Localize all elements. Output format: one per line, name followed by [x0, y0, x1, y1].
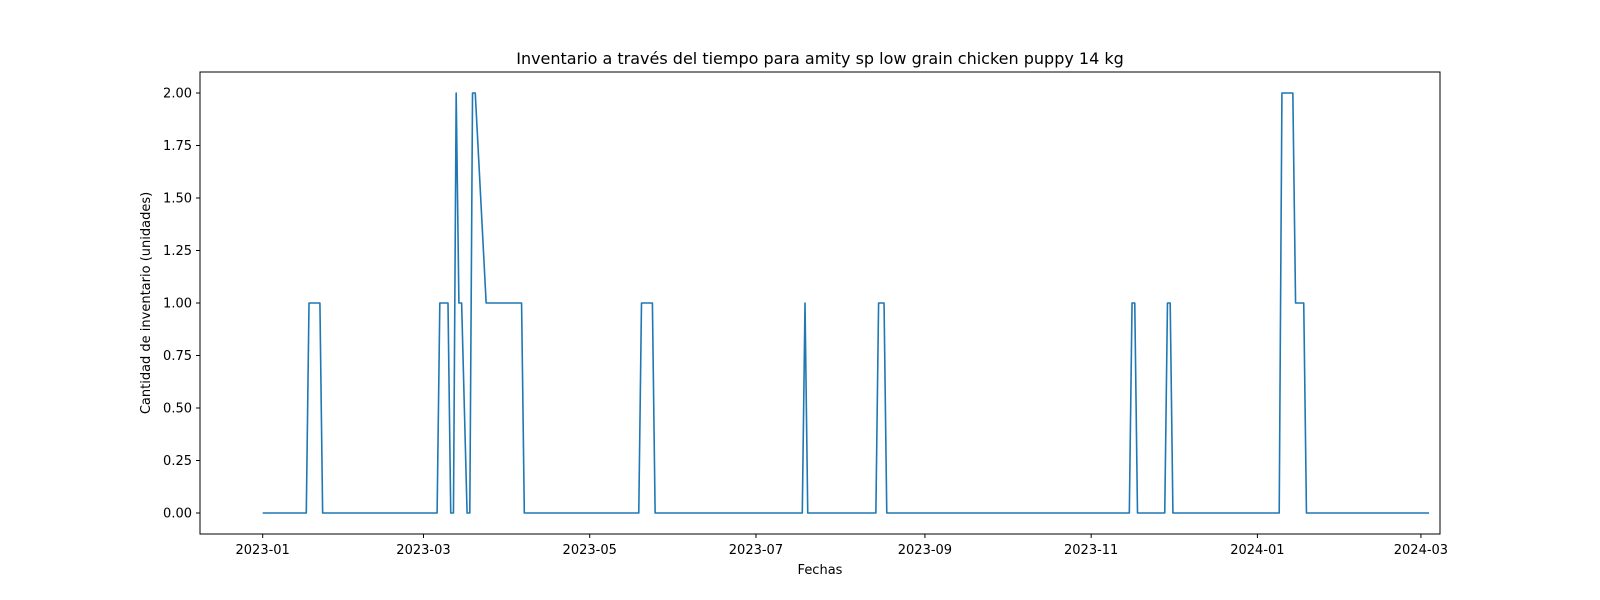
y-axis-ticks: 0.00 0.25 0.50 0.75 1.00 1.25 1.50 1.75 2.00 [163, 87, 200, 522]
data-series-group [262, 92, 1430, 514]
y-tick-label: 0.75 [163, 349, 192, 364]
chart-title: Inventario a través del tiempo para amit… [516, 49, 1124, 68]
series-line [262, 92, 1430, 514]
x-tick-label: 2024-03 [1394, 543, 1448, 558]
x-tick-label: 2023-09 [898, 543, 952, 558]
x-tick-label: 2023-01 [236, 543, 290, 558]
y-tick-label: 0.50 [163, 402, 192, 417]
y-tick-label: 1.50 [163, 192, 192, 207]
y-tick-label: 0.00 [163, 507, 192, 522]
x-tick-label: 2023-03 [396, 543, 450, 558]
y-tick-label: 1.75 [163, 139, 192, 154]
y-axis-label: Cantidad de inventario (unidades) [139, 192, 154, 414]
x-tick-label: 2023-05 [563, 543, 617, 558]
y-tick-label: 2.00 [163, 87, 192, 102]
y-tick-label: 1.25 [163, 244, 192, 259]
x-axis-label: Fechas [798, 563, 843, 578]
x-tick-label: 2023-07 [729, 543, 783, 558]
x-axis-ticks: 2023-01 2023-03 2023-05 2023-07 2023-09 2023-… [236, 534, 1448, 558]
y-tick-label: 0.25 [163, 454, 192, 469]
x-tick-label: 2024-01 [1230, 543, 1284, 558]
x-tick-label: 2023-11 [1064, 543, 1118, 558]
y-tick-label: 1.00 [163, 297, 192, 312]
